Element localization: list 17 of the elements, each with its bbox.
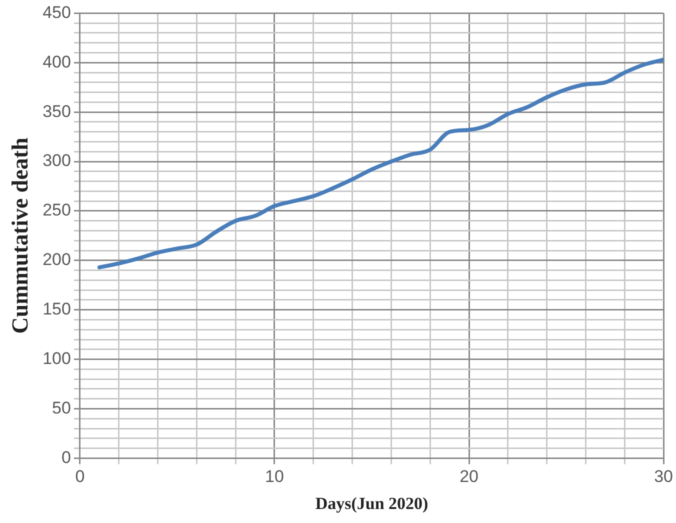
y-tick-label: 400: [42, 52, 71, 72]
y-axis-title: Cummutative death: [8, 137, 33, 334]
y-tick-label: 250: [42, 200, 71, 220]
y-tick-label: 100: [42, 349, 71, 368]
x-axis-title: Days(Jun 2020): [315, 494, 428, 514]
x-tick-label: 30: [654, 467, 674, 486]
y-tick-label: 350: [42, 102, 71, 121]
y-tick-label: 450: [42, 2, 71, 22]
y-tick-label: 50: [52, 398, 71, 418]
x-tick-label: 0: [75, 467, 85, 486]
y-tick-label: 200: [42, 250, 71, 270]
x-tick-label: 20: [460, 467, 478, 486]
x-tick-label: 10: [265, 467, 284, 486]
line-series: [97, 58, 664, 270]
y-tick-label: 150: [42, 300, 71, 319]
y-tick-label: 300: [42, 151, 71, 170]
y-tick-label: 0: [61, 448, 71, 467]
